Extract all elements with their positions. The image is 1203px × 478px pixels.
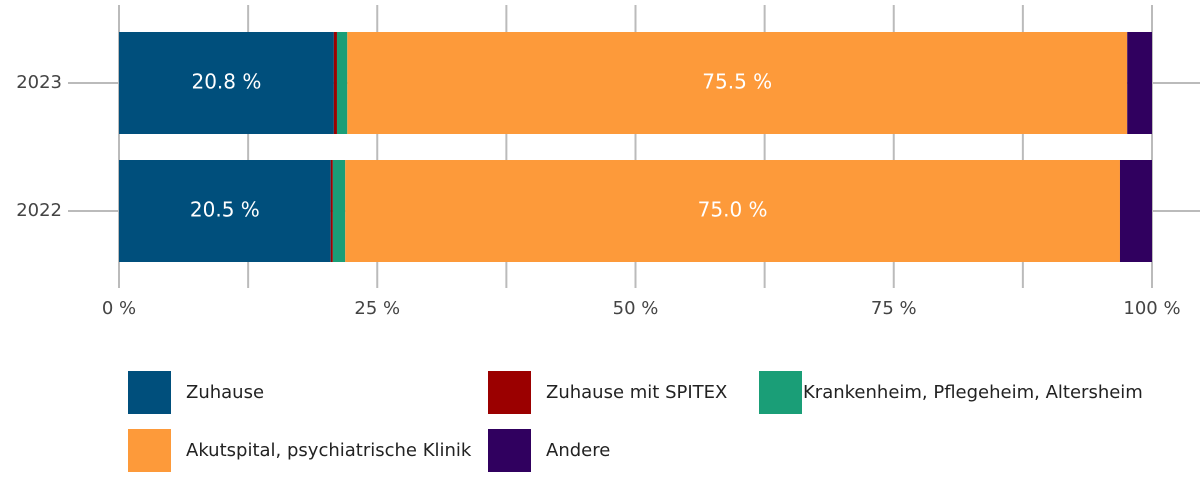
bar-segment	[1127, 32, 1152, 134]
bar-segment	[1119, 160, 1152, 262]
bar-segment	[330, 160, 333, 262]
legend-swatch	[488, 429, 531, 472]
bar-segment	[347, 32, 1128, 134]
y-tick-label: 2023	[16, 72, 62, 93]
legend-swatch	[128, 429, 171, 472]
x-tick-label: 50 %	[613, 298, 659, 319]
bar-segment	[333, 32, 337, 134]
legend-label: Akutspital, psychiatrische Klinik	[186, 440, 472, 461]
bar-segment	[119, 32, 334, 134]
x-tick-label: 25 %	[354, 298, 400, 319]
y-tick-label: 2022	[16, 200, 62, 221]
data-label: 75.0 %	[698, 198, 768, 222]
legend-label: Zuhause	[186, 382, 264, 403]
bar-segment	[336, 32, 348, 134]
bar-segment	[119, 160, 331, 262]
x-tick-label: 75 %	[871, 298, 917, 319]
x-tick-label: 100 %	[1123, 298, 1180, 319]
x-tick-label: 0 %	[102, 298, 136, 319]
legend-swatch	[488, 371, 531, 414]
data-label: 75.5 %	[702, 70, 772, 94]
data-label: 20.8 %	[191, 70, 261, 94]
legend-swatch	[759, 371, 802, 414]
data-label: 20.5 %	[190, 198, 260, 222]
bar-segment	[332, 160, 346, 262]
legend-label: Zuhause mit SPITEX	[546, 382, 727, 403]
bar-segment	[345, 160, 1120, 262]
legend-label: Andere	[546, 440, 610, 461]
legend-label: Krankenheim, Pflegeheim, Altersheim	[803, 382, 1143, 403]
legend-swatch	[128, 371, 171, 414]
